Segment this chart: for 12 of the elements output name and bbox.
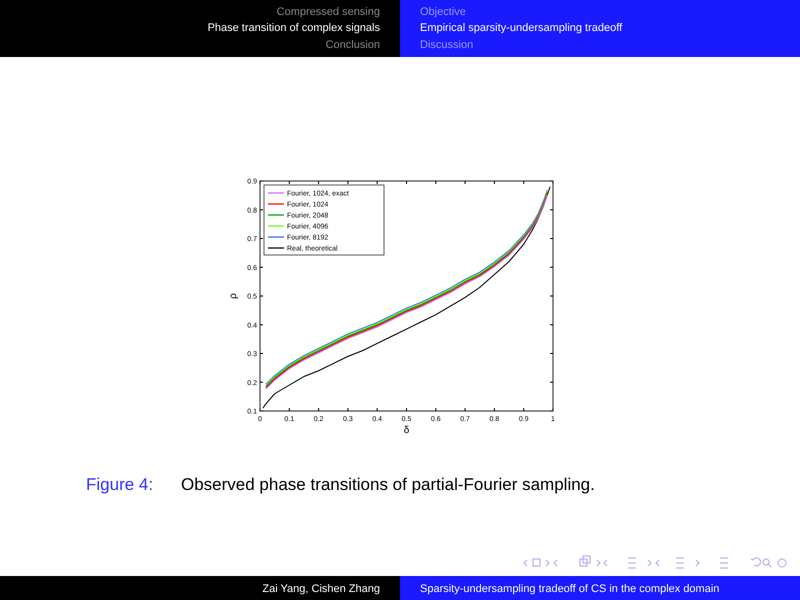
x-axis-title: δ xyxy=(404,425,410,436)
text: Discussion xyxy=(420,39,474,51)
text: Zai Yang, Cishen Zhang xyxy=(262,583,380,595)
text: Conclusion xyxy=(326,39,380,51)
text: Compressed sensing xyxy=(276,6,380,18)
text: Empirical sparsity-undersampling tradeoff xyxy=(420,22,624,34)
y-axis-title: ρ xyxy=(228,292,239,299)
caption: Figure 4: xyxy=(86,475,154,494)
text: Objective xyxy=(420,6,466,18)
text: Observed phase transitions of partial-Fourier sampling. xyxy=(181,475,595,494)
text: Sparsity-undersampling tradeoff of CS in the complex domain xyxy=(420,583,720,595)
text: Phase transition of complex signals xyxy=(208,22,380,34)
